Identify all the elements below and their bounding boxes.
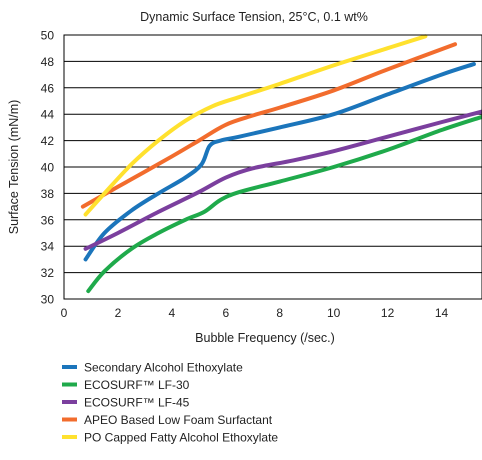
x-tick-label: 8 <box>276 306 283 320</box>
legend-label-po-capped-fatty-alcohol: PO Capped Fatty Alcohol Ethoxylate <box>84 431 278 445</box>
chart-title: Dynamic Surface Tension, 25°C, 0.1 wt% <box>140 10 368 24</box>
y-tick-label: 48 <box>41 55 55 69</box>
y-axis-ticks: 30 32 34 36 38 40 42 44 46 48 50 <box>41 29 55 307</box>
y-tick-label: 30 <box>41 293 55 307</box>
x-tick-label: 6 <box>222 306 229 320</box>
y-tick-label: 44 <box>41 108 55 122</box>
x-tick-label: 14 <box>435 306 449 320</box>
plot-frame <box>63 34 482 300</box>
legend-label-ecosurf-lf-30: ECOSURF™ LF-30 <box>84 378 190 392</box>
x-tick-label: 0 <box>61 306 68 320</box>
legend-label-secondary-alcohol-ethoxylate: Secondary Alcohol Ethoxylate <box>84 361 243 375</box>
y-tick-label: 50 <box>41 29 55 43</box>
series-line-apeo-low-foam <box>80 42 458 209</box>
y-tick-label: 32 <box>41 266 55 280</box>
y-tick-label: 42 <box>41 134 55 148</box>
y-tick-label: 46 <box>41 81 55 95</box>
series-line-ecosurf-lf-30 <box>86 114 482 294</box>
y-axis-label: Surface Tension (mN/m) <box>7 100 21 235</box>
legend: Secondary Alcohol Ethoxylate ECOSURF™ LF-… <box>62 361 278 445</box>
x-axis-label: Bubble Frequency (/sec.) <box>195 331 335 345</box>
x-axis-ticks: 0 2 4 6 8 10 12 14 <box>61 306 449 320</box>
series-line-secondary-alcohol-ethoxylate <box>83 62 476 262</box>
y-tick-label: 38 <box>41 187 55 201</box>
series-line-po-capped-fatty-alcohol <box>83 34 428 217</box>
series-line-ecosurf-lf-45 <box>83 109 482 251</box>
y-tick-label: 36 <box>41 213 55 227</box>
legend-label-apeo-low-foam: APEO Based Low Foam Surfactant <box>84 413 273 427</box>
x-tick-label: 10 <box>327 306 341 320</box>
y-tick-label: 34 <box>41 240 55 254</box>
x-tick-label: 4 <box>169 306 176 320</box>
x-tick-label: 12 <box>381 306 395 320</box>
y-tick-label: 40 <box>41 161 55 175</box>
x-tick-label: 2 <box>115 306 122 320</box>
series-layer <box>80 34 482 294</box>
legend-label-ecosurf-lf-45: ECOSURF™ LF-45 <box>84 396 190 410</box>
